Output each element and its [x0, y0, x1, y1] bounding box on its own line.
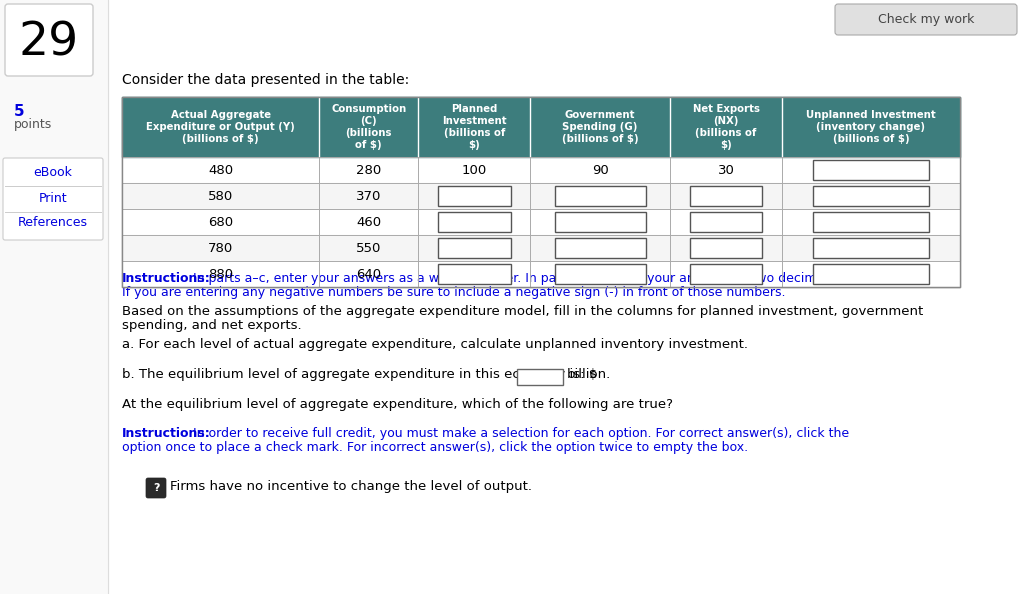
Bar: [689, 186, 763, 206]
Text: a. For each level of actual aggregate expenditure, calculate unplanned inventory: a. For each level of actual aggregate ex…: [122, 338, 748, 351]
Text: 370: 370: [356, 189, 381, 203]
Bar: [689, 212, 763, 232]
Text: 5: 5: [14, 104, 25, 119]
Text: Firms have no incentive to change the level of output.: Firms have no incentive to change the le…: [170, 480, 532, 493]
Bar: [438, 212, 511, 232]
Text: 880: 880: [208, 267, 233, 280]
Bar: [438, 264, 511, 284]
Text: Planned
Investment
(billions of
$): Planned Investment (billions of $): [442, 104, 507, 150]
Bar: [813, 160, 929, 180]
Text: If you are entering any negative numbers be sure to include a negative sign (-) : If you are entering any negative numbers…: [122, 286, 785, 299]
Bar: [122, 97, 961, 287]
Bar: [122, 157, 961, 183]
Text: References: References: [18, 216, 88, 229]
Bar: [782, 97, 961, 157]
Bar: [530, 97, 670, 157]
Text: 640: 640: [356, 267, 381, 280]
Bar: [689, 264, 763, 284]
Bar: [555, 212, 645, 232]
Text: 550: 550: [356, 242, 381, 254]
Bar: [517, 369, 563, 385]
Text: In parts a–c, enter your answers as a whole number. In parts d–e, round your ans: In parts a–c, enter your answers as a wh…: [193, 272, 877, 285]
Text: Unplanned Investment
(inventory change)
(billions of $): Unplanned Investment (inventory change) …: [806, 110, 936, 144]
Text: Consumption
(C)
(billions
of $): Consumption (C) (billions of $): [331, 104, 407, 150]
FancyBboxPatch shape: [146, 478, 166, 498]
Bar: [418, 97, 530, 157]
Bar: [0, 0, 108, 594]
Bar: [813, 264, 929, 284]
Text: Actual Aggregate
Expenditure or Output (Y)
(billions of $): Actual Aggregate Expenditure or Output (…: [146, 110, 295, 144]
Bar: [555, 264, 645, 284]
Text: Check my work: Check my work: [878, 12, 974, 26]
Text: Net Exports
(NX)
(billions of
$): Net Exports (NX) (billions of $): [692, 104, 760, 150]
Bar: [813, 212, 929, 232]
Bar: [555, 238, 645, 258]
Text: b. The equilibrium level of aggregate expenditure in this economy is: $: b. The equilibrium level of aggregate ex…: [122, 368, 597, 381]
Text: 480: 480: [208, 163, 233, 176]
Text: 30: 30: [718, 163, 734, 176]
Text: 280: 280: [356, 163, 381, 176]
Bar: [438, 238, 511, 258]
Bar: [689, 238, 763, 258]
Text: Print: Print: [39, 192, 68, 206]
Bar: [813, 238, 929, 258]
Text: 780: 780: [208, 242, 233, 254]
Text: billion.: billion.: [567, 368, 611, 381]
Text: Instructions:: Instructions:: [122, 272, 211, 285]
Bar: [122, 209, 961, 235]
FancyBboxPatch shape: [5, 4, 93, 76]
Bar: [813, 186, 929, 206]
Bar: [438, 186, 511, 206]
Text: ?: ?: [153, 483, 160, 493]
Text: points: points: [14, 118, 52, 131]
Text: 29: 29: [18, 21, 79, 65]
Text: 100: 100: [462, 163, 486, 176]
Text: option once to place a check mark. For incorrect answer(s), click the option twi: option once to place a check mark. For i…: [122, 441, 749, 454]
Text: At the equilibrium level of aggregate expenditure, which of the following are tr: At the equilibrium level of aggregate ex…: [122, 398, 673, 411]
Text: eBook: eBook: [34, 166, 73, 179]
FancyBboxPatch shape: [835, 4, 1017, 35]
Text: 90: 90: [592, 163, 608, 176]
Bar: [122, 235, 961, 261]
Text: 460: 460: [356, 216, 381, 229]
Text: 680: 680: [208, 216, 233, 229]
Text: In order to receive full credit, you must make a selection for each option. For : In order to receive full credit, you mus…: [193, 427, 849, 440]
Bar: [122, 261, 961, 287]
Text: Consider the data presented in the table:: Consider the data presented in the table…: [122, 73, 410, 87]
Bar: [122, 97, 319, 157]
Text: Based on the assumptions of the aggregate expenditure model, fill in the columns: Based on the assumptions of the aggregat…: [122, 305, 924, 318]
Bar: [122, 97, 961, 287]
Bar: [670, 97, 782, 157]
Bar: [122, 183, 961, 209]
FancyBboxPatch shape: [3, 158, 103, 240]
Bar: [555, 186, 645, 206]
Bar: [319, 97, 418, 157]
Text: Instructions:: Instructions:: [122, 427, 211, 440]
Text: spending, and net exports.: spending, and net exports.: [122, 319, 302, 332]
Text: 580: 580: [208, 189, 233, 203]
Text: Government
Spending (G)
(billions of $): Government Spending (G) (billions of $): [562, 110, 638, 144]
